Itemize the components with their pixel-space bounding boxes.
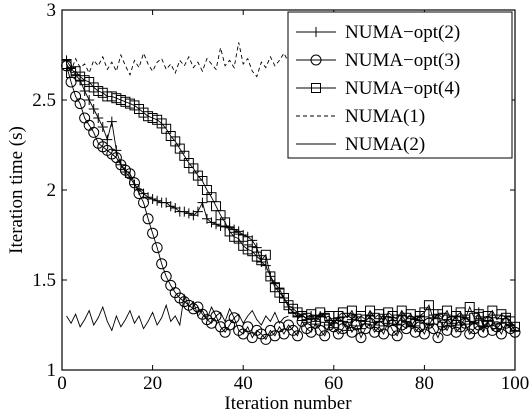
- series-3: [61, 59, 520, 332]
- data-point: [187, 303, 199, 315]
- legend: NUMA−opt(2) NUMA−opt(3) NUMA−opt(4) NUMA(1)…: [287, 11, 513, 159]
- series-2: [61, 60, 521, 345]
- data-point: [477, 326, 489, 338]
- legend-label: NUMA−opt(2): [345, 22, 460, 43]
- series-5: [66, 294, 289, 332]
- legend-marker: [311, 27, 321, 37]
- y-tick-label: 2: [47, 180, 57, 201]
- data-point: [211, 219, 222, 230]
- y-axis-label: Iteration time (s): [6, 126, 27, 254]
- y-tick-label: 1.5: [32, 270, 56, 291]
- data-point: [305, 326, 317, 338]
- data-point: [147, 194, 158, 204]
- series-line: [66, 294, 289, 332]
- data-point: [156, 258, 168, 270]
- data-point: [142, 213, 154, 225]
- data-point: [138, 197, 150, 209]
- data-point: [133, 188, 145, 200]
- data-point: [442, 305, 453, 316]
- data-point: [265, 271, 276, 282]
- data-point: [210, 310, 222, 322]
- data-point: [432, 332, 444, 344]
- legend-marker: [311, 83, 321, 93]
- data-point: [192, 206, 203, 217]
- legend-marker: [310, 54, 322, 66]
- data-point: [423, 300, 434, 311]
- series-line: [66, 42, 289, 78]
- data-point: [292, 330, 304, 342]
- data-point: [464, 302, 475, 312]
- data-point: [206, 217, 217, 228]
- x-tick-label: 100: [501, 373, 530, 394]
- data-point: [88, 104, 99, 114]
- data-point: [102, 134, 113, 145]
- x-tick-label: 80: [415, 373, 434, 394]
- data-point: [160, 270, 172, 282]
- data-point: [79, 86, 90, 96]
- data-point: [152, 195, 163, 206]
- y-tick-label: 3: [47, 0, 57, 21]
- series-line: [66, 63, 516, 328]
- data-point: [319, 330, 331, 342]
- data-point: [509, 326, 521, 338]
- legend-label: NUMA(1): [345, 106, 425, 127]
- data-point: [128, 177, 140, 189]
- series-layer: [61, 42, 521, 345]
- data-point: [197, 197, 208, 208]
- data-point: [97, 122, 108, 132]
- data-point: [495, 328, 507, 340]
- data-point: [247, 235, 258, 246]
- data-point: [165, 201, 176, 212]
- data-point: [346, 305, 357, 316]
- series-4: [66, 42, 289, 78]
- data-point: [74, 98, 86, 110]
- data-point: [183, 208, 194, 219]
- x-tick-label: 0: [57, 373, 67, 394]
- data-point: [84, 95, 95, 105]
- data-point: [355, 332, 367, 344]
- x-axis-label: Iteration number: [224, 393, 352, 412]
- y-tick-label: 1: [47, 360, 57, 381]
- data-point: [88, 126, 100, 138]
- legend-box: [287, 11, 513, 159]
- legend-label: NUMA(2): [345, 134, 425, 155]
- data-point: [418, 328, 430, 340]
- tick-layer: 0 20 40 60 80 100 1 1.5 2 2.5 3: [32, 0, 529, 394]
- data-point: [269, 330, 281, 342]
- data-point: [147, 227, 159, 239]
- x-tick-label: 60: [324, 373, 343, 394]
- legend-label: NUMA−opt(3): [345, 50, 460, 71]
- x-tick-label: 20: [143, 373, 162, 394]
- data-point: [510, 321, 520, 332]
- legend-label: NUMA−opt(4): [345, 78, 460, 99]
- x-tick-label: 40: [234, 373, 253, 394]
- data-point: [228, 312, 240, 324]
- data-point: [106, 116, 117, 127]
- data-point: [124, 168, 136, 180]
- data-point: [260, 249, 271, 260]
- data-point: [93, 113, 104, 123]
- y-tick-label: 2.5: [32, 90, 56, 111]
- data-point: [179, 206, 190, 217]
- data-point: [391, 330, 403, 342]
- data-point: [151, 242, 163, 254]
